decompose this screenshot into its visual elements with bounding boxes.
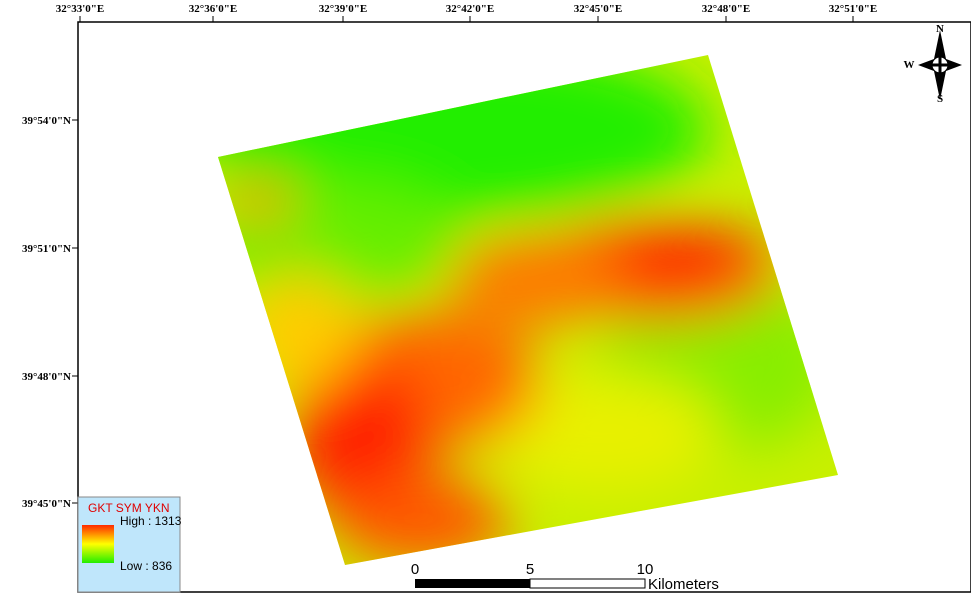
scale-label: 0 [411, 561, 419, 578]
scale-segment [530, 579, 645, 588]
legend-high: High : 1313 [120, 514, 182, 528]
lon-label: 32°45'0"E [574, 3, 622, 15]
longitude-labels: 32°33'0"E 32°36'0"E 32°39'0"E 32°42'0"E … [56, 3, 877, 22]
lat-label: 39°48'0"N [22, 371, 71, 383]
lon-label: 32°36'0"E [189, 3, 237, 15]
scale-label: 5 [526, 561, 534, 578]
lon-label: 32°48'0"E [702, 3, 750, 15]
scale-segment [415, 579, 530, 588]
lon-label: 32°33'0"E [56, 3, 104, 15]
compass-n: N [936, 23, 944, 35]
latitude-labels: 39°54'0"N 39°51'0"N 39°48'0"N 39°45'0"N [22, 115, 78, 510]
legend-title: GKT SYM YKN [88, 501, 170, 515]
legend-low: Low : 836 [120, 559, 172, 573]
map: 32°33'0"E 32°36'0"E 32°39'0"E 32°42'0"E … [0, 0, 971, 598]
lon-ticks [80, 16, 853, 22]
lat-ticks [72, 120, 78, 503]
compass-s: S [937, 93, 943, 105]
lat-label: 39°45'0"N [22, 498, 71, 510]
lat-label: 39°51'0"N [22, 243, 71, 255]
lon-label: 32°51'0"E [829, 3, 877, 15]
legend: GKT SYM YKN High : 1313 Low : 836 [78, 497, 182, 592]
legend-ramp [82, 525, 114, 563]
compass-w: W [904, 59, 915, 71]
lat-label: 39°54'0"N [22, 115, 71, 127]
scale-unit: Kilometers [648, 576, 719, 593]
lon-label: 32°42'0"E [446, 3, 494, 15]
lon-label: 32°39'0"E [319, 3, 367, 15]
